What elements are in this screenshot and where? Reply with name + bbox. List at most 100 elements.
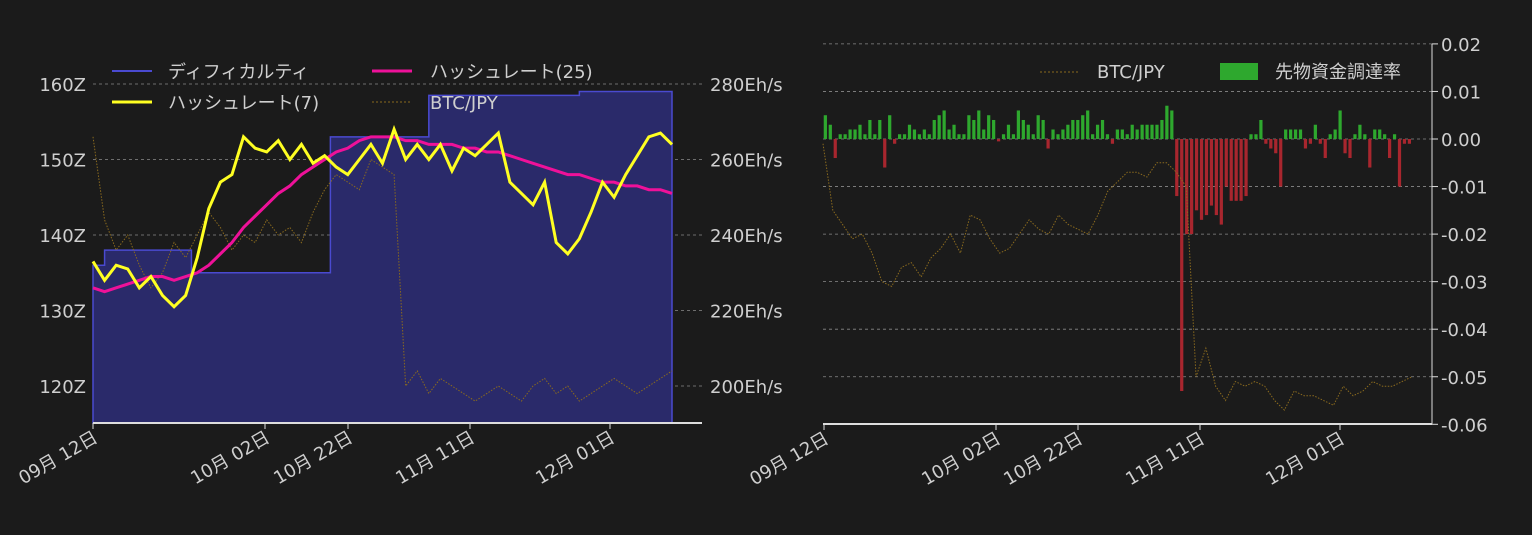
funding-rate-bar (1130, 124, 1134, 139)
funding-rate-bar (957, 134, 961, 139)
funding-rate-bar (1066, 124, 1070, 139)
funding-rate-bar (1140, 124, 1144, 139)
funding-rate-bar (823, 115, 827, 139)
difficulty-area (92, 90, 673, 424)
funding-rate-bar (1378, 129, 1382, 139)
funding-rate-bar (1046, 139, 1050, 149)
hashrate-25-polyline (92, 135, 673, 294)
left-btc-jpy-line (92, 136, 673, 402)
right-gridlines (823, 43, 1432, 425)
funding-rate-bar (1289, 129, 1293, 139)
funding-rate-bar (1333, 129, 1337, 139)
right-y-tick-label: -0.02 (1441, 225, 1488, 246)
funding-rate-bar (1234, 139, 1238, 201)
funding-rate-bar (982, 129, 986, 139)
funding-rate-bar (967, 115, 971, 139)
funding-rate-bar (907, 124, 912, 139)
funding-rate-bar (1249, 134, 1253, 139)
funding-rate-bar (1135, 129, 1139, 139)
left-y2-tick-label: 260Eh/s (710, 151, 783, 172)
right-y-tick-label: -0.05 (1441, 368, 1488, 389)
funding-rate-bar (1115, 129, 1119, 139)
funding-rate-bar (897, 134, 902, 139)
funding-rate-bar (833, 139, 837, 159)
funding-rate-bar (1353, 134, 1357, 139)
funding-rate-bar (1383, 134, 1387, 139)
left-x-tick-label: 11月 11日 (392, 427, 478, 489)
right-x-tick-label: 11月 11日 (1122, 428, 1208, 490)
funding-rate-bar (1031, 134, 1035, 139)
funding-rate-bar (1105, 134, 1110, 139)
funding-rate-bar (1086, 110, 1090, 139)
funding-rate-bar (1402, 139, 1407, 144)
funding-rate-bar (1194, 139, 1199, 211)
funding-rate-bar (1095, 124, 1100, 139)
right-y-tick-label: 0.00 (1441, 130, 1481, 151)
funding-rate-bar (1036, 115, 1040, 139)
funding-rate-bar (1125, 134, 1129, 139)
right-y-tick-label: -0.01 (1441, 178, 1488, 199)
funding-rate-bar (932, 119, 936, 139)
right-y-tick-label: -0.03 (1441, 273, 1488, 294)
funding-rate-bar (1358, 124, 1362, 139)
funding-rate-bar (1100, 119, 1105, 139)
left-y-axis-ticks: 120Z 130Z 140Z 150Z 160Z (39, 75, 86, 398)
right-y-tick-label: -0.06 (1441, 415, 1488, 436)
funding-rate-bar (1011, 134, 1016, 139)
funding-rate-bar (1041, 119, 1045, 139)
funding-rate-bar (947, 129, 951, 139)
funding-rate-bar (1224, 139, 1228, 187)
funding-rate-bar (1150, 124, 1154, 139)
funding-rate-bar (952, 124, 956, 139)
funding-rate-chart: 0.02 0.01 0.00 -0.01 -0.02 -0.03 -0.04 -0.05 -0.… (746, 35, 1487, 490)
funding-rate-bar (1155, 124, 1159, 139)
funding-rate-bar (1343, 139, 1347, 154)
left-y-tick-label: 120Z (39, 377, 86, 398)
funding-rate-bar (1091, 134, 1095, 139)
hashrate-difficulty-chart: 120Z 130Z 140Z 150Z 160Z 200Eh/s 220Eh/s 240Eh… (15, 62, 782, 489)
funding-rate-bar (1368, 139, 1372, 168)
legend-label-hashrate-25: ハッシュレート(25) (430, 62, 593, 83)
funding-rate-bar (1298, 129, 1303, 139)
left-y-tick-label: 150Z (39, 151, 86, 172)
left-y2-tick-label: 220Eh/s (710, 302, 783, 323)
right-x-tick-label: 10月 02日 (918, 428, 1004, 490)
right-x-tick-label: 10月 22日 (1000, 428, 1086, 490)
funding-rate-bars (823, 105, 1412, 392)
funding-rate-bar (858, 124, 862, 139)
funding-rate-bar (1274, 139, 1278, 154)
hashrate-25-line (92, 135, 673, 294)
funding-rate-bar (888, 115, 892, 139)
left-y-tick-label: 140Z (39, 226, 86, 247)
right-y-tick-label: 0.02 (1441, 35, 1481, 56)
funding-rate-bar (1308, 139, 1313, 144)
legend-swatch-funding-rate (1220, 63, 1258, 80)
funding-rate-bar (1170, 110, 1174, 139)
funding-rate-bar (987, 115, 991, 139)
funding-rate-bar (1021, 119, 1025, 139)
hashrate-7-line (91, 124, 674, 309)
funding-rate-bar (848, 129, 852, 139)
funding-rate-bar (838, 134, 842, 139)
left-y-tick-label: 130Z (39, 302, 86, 323)
funding-rate-bar (1160, 119, 1164, 139)
funding-rate-bar (917, 134, 922, 139)
funding-rate-bar (1392, 134, 1397, 139)
funding-rate-bar (1061, 129, 1065, 139)
funding-rate-bar (996, 139, 1001, 142)
funding-rate-bar (1180, 139, 1184, 392)
funding-rate-bar (1120, 129, 1124, 139)
funding-rate-bar (1190, 139, 1194, 235)
left-x-tick-label: 09月 12日 (15, 427, 101, 489)
funding-rate-bar (1318, 139, 1322, 144)
funding-rate-bar (962, 134, 966, 139)
funding-rate-bar (893, 139, 897, 144)
funding-rate-bar (1110, 139, 1115, 144)
right-x-tick-label: 09月 12日 (746, 428, 832, 490)
funding-rate-bar (1323, 139, 1327, 159)
funding-rate-bar (1328, 134, 1332, 139)
funding-rate-bar (942, 110, 946, 139)
